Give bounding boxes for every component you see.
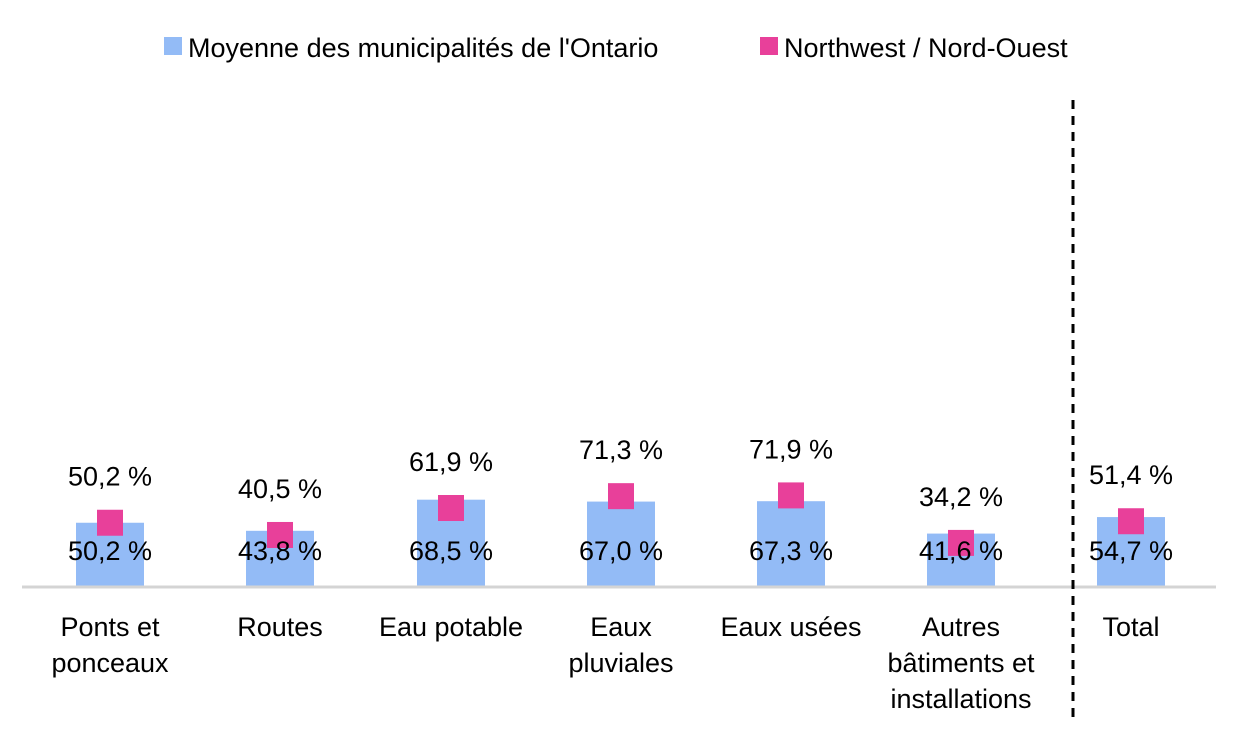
x-tick-label: Autres bâtiments et installations [887, 612, 1035, 714]
x-tick-label: Eaux usées [720, 612, 861, 642]
bar [757, 501, 825, 586]
bar-value-label: 50,2 % [68, 536, 152, 566]
data-labels: 50,2 % 43,8 % 68,5 % 67,0 % 67,3 % 41,6 % 54,7… [68, 434, 1173, 566]
marker [778, 482, 804, 509]
marker-value-label: 34,2 % [919, 482, 1003, 512]
legend-swatch-northwest [760, 37, 778, 55]
marker [608, 483, 634, 510]
marker [438, 495, 464, 522]
bar-value-label: 41,6 % [919, 536, 1003, 566]
x-tick-label: Eaux pluviales [568, 612, 673, 678]
x-tick-label: Eau potable [379, 612, 523, 642]
x-tick-label: Routes [237, 612, 323, 642]
x-tick-label: Total [1102, 612, 1159, 642]
marker-value-label: 51,4 % [1089, 460, 1173, 490]
marker-value-label: 71,9 % [749, 434, 833, 464]
legend-label-northwest: Northwest / Nord-Ouest [784, 33, 1068, 63]
marker-series [97, 482, 1144, 556]
bar-series [76, 499, 1165, 586]
marker-value-label: 61,9 % [409, 447, 493, 477]
marker [1118, 508, 1144, 535]
marker [267, 521, 293, 548]
legend-swatch-ontario-average [164, 37, 182, 55]
bar-value-label: 68,5 % [409, 536, 493, 566]
bar-value-label: 43,8 % [238, 536, 322, 566]
marker [948, 529, 974, 556]
marker-value-label: 40,5 % [238, 474, 322, 504]
bar-value-label: 54,7 % [1089, 536, 1173, 566]
bar-value-label: 67,0 % [579, 536, 663, 566]
x-axis-tick-labels: Ponts et ponceaux Routes Eau potable Eaux plu… [51, 612, 1159, 714]
marker-value-label: 50,2 % [68, 462, 152, 492]
marker [97, 509, 123, 536]
legend-label-ontario-average: Moyenne des municipalités de l'Ontario [188, 33, 658, 63]
legend: Moyenne des municipalités de l'Ontario No… [164, 33, 1068, 63]
bar [587, 501, 655, 586]
marker-value-label: 71,3 % [579, 435, 663, 465]
bar-value-label: 67,3 % [749, 536, 833, 566]
x-tick-label: Ponts et ponceaux [51, 612, 169, 678]
